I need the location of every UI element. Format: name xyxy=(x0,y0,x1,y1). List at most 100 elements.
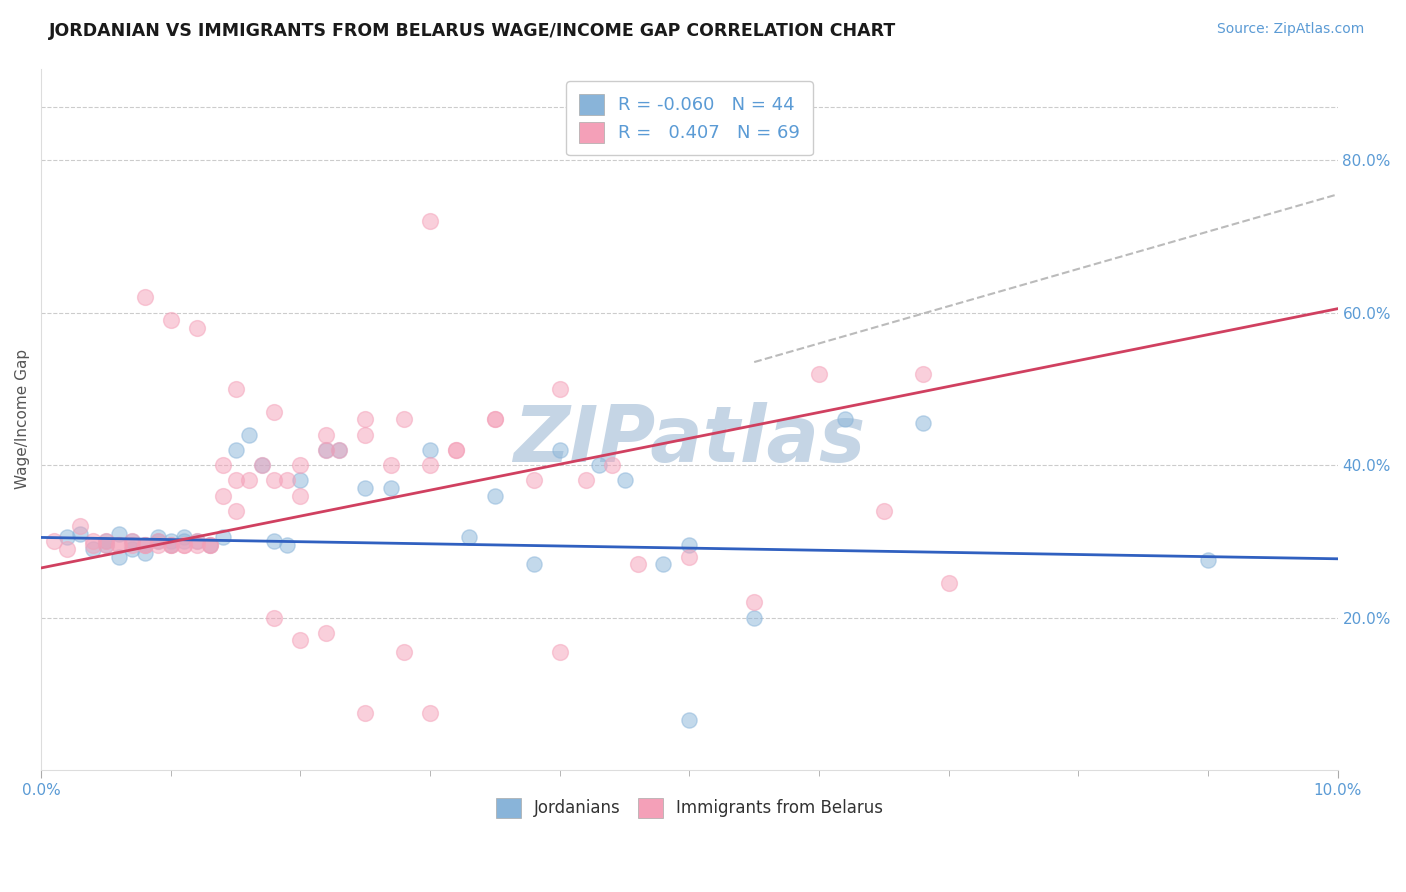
Point xyxy=(484,412,506,426)
Point xyxy=(290,473,312,487)
Point xyxy=(276,538,298,552)
Point xyxy=(159,538,181,552)
Point xyxy=(315,442,337,457)
Point xyxy=(198,538,221,552)
Point xyxy=(263,404,285,418)
Point xyxy=(808,367,831,381)
Point xyxy=(911,416,934,430)
Point xyxy=(211,458,233,472)
Point xyxy=(1197,553,1219,567)
Point xyxy=(444,442,467,457)
Point xyxy=(146,534,169,549)
Point xyxy=(354,427,377,442)
Point xyxy=(484,489,506,503)
Point xyxy=(42,534,65,549)
Point xyxy=(263,473,285,487)
Point xyxy=(315,625,337,640)
Point xyxy=(134,290,156,304)
Point xyxy=(69,526,91,541)
Point xyxy=(742,610,765,624)
Point xyxy=(225,442,247,457)
Point xyxy=(108,538,131,552)
Point xyxy=(354,412,377,426)
Point xyxy=(134,538,156,552)
Point xyxy=(548,442,571,457)
Point xyxy=(328,442,350,457)
Point xyxy=(613,473,636,487)
Point xyxy=(121,534,143,549)
Point xyxy=(134,546,156,560)
Point xyxy=(186,538,208,552)
Point xyxy=(419,458,441,472)
Point xyxy=(315,427,337,442)
Point xyxy=(146,531,169,545)
Point xyxy=(380,481,402,495)
Point xyxy=(173,531,195,545)
Point xyxy=(834,412,856,426)
Point xyxy=(263,534,285,549)
Point xyxy=(108,538,131,552)
Point xyxy=(225,473,247,487)
Point xyxy=(678,714,700,728)
Point xyxy=(238,427,260,442)
Point xyxy=(121,534,143,549)
Point xyxy=(742,595,765,609)
Point xyxy=(290,458,312,472)
Point xyxy=(159,538,181,552)
Point xyxy=(678,549,700,564)
Point xyxy=(263,610,285,624)
Point xyxy=(225,504,247,518)
Point xyxy=(873,504,896,518)
Point xyxy=(678,538,700,552)
Point xyxy=(82,538,104,552)
Point xyxy=(626,557,648,571)
Point xyxy=(56,531,79,545)
Point xyxy=(484,412,506,426)
Point xyxy=(419,214,441,228)
Point xyxy=(82,541,104,556)
Point xyxy=(146,538,169,552)
Point xyxy=(458,531,481,545)
Legend: Jordanians, Immigrants from Belarus: Jordanians, Immigrants from Belarus xyxy=(489,791,890,825)
Point xyxy=(134,538,156,552)
Text: JORDANIAN VS IMMIGRANTS FROM BELARUS WAGE/INCOME GAP CORRELATION CHART: JORDANIAN VS IMMIGRANTS FROM BELARUS WAG… xyxy=(49,22,897,40)
Point xyxy=(211,531,233,545)
Point xyxy=(238,473,260,487)
Point xyxy=(173,534,195,549)
Point xyxy=(94,538,117,552)
Point xyxy=(652,557,675,571)
Point xyxy=(392,412,415,426)
Point xyxy=(121,541,143,556)
Point xyxy=(392,645,415,659)
Point xyxy=(328,442,350,457)
Point xyxy=(575,473,598,487)
Point xyxy=(290,489,312,503)
Point xyxy=(198,538,221,552)
Point xyxy=(146,534,169,549)
Point xyxy=(82,534,104,549)
Point xyxy=(186,534,208,549)
Point xyxy=(354,706,377,720)
Point xyxy=(121,538,143,552)
Point xyxy=(94,538,117,552)
Point xyxy=(911,367,934,381)
Point xyxy=(173,538,195,552)
Point xyxy=(250,458,273,472)
Point xyxy=(173,538,195,552)
Text: Source: ZipAtlas.com: Source: ZipAtlas.com xyxy=(1216,22,1364,37)
Point xyxy=(211,489,233,503)
Text: ZIPatlas: ZIPatlas xyxy=(513,402,866,478)
Point xyxy=(276,473,298,487)
Point xyxy=(588,458,610,472)
Point xyxy=(134,538,156,552)
Point xyxy=(198,538,221,552)
Point xyxy=(250,458,273,472)
Point xyxy=(419,442,441,457)
Point xyxy=(159,313,181,327)
Point xyxy=(548,382,571,396)
Point xyxy=(94,534,117,549)
Point xyxy=(315,442,337,457)
Point xyxy=(444,442,467,457)
Point xyxy=(108,549,131,564)
Point xyxy=(380,458,402,472)
